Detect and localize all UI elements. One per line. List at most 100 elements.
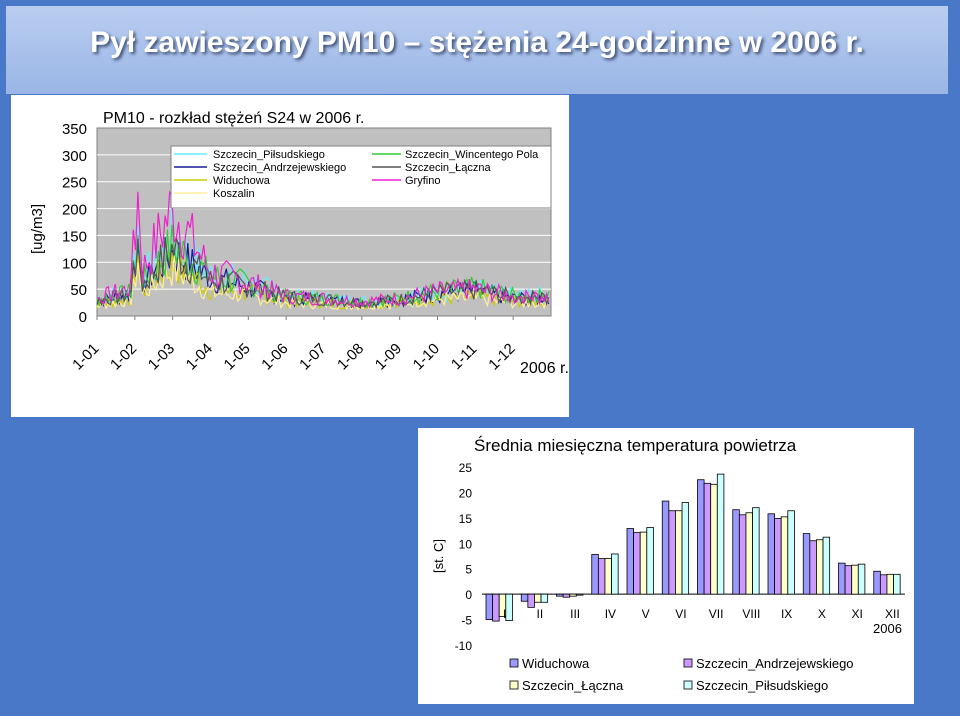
pm10-x-tick-label: 1-03 [145,340,178,373]
temperature-bar [604,558,612,595]
pm10-chart-title: PM10 - rozkład stężeń S24 w 2006 r. [103,110,364,127]
pm10-series-line [96,238,550,310]
temperature-y-tick-label: -5 [461,614,472,628]
temperature-bar [520,593,529,602]
temperature-bar [838,562,846,595]
temperature-bar [886,573,894,595]
temperature-bar [527,593,535,608]
temperature-bar [780,516,789,595]
pm10-y-axis-label: [ug/m3] [29,204,46,254]
banner-title: Pył zawieszony PM10 – stężenia 24-godzin… [90,26,864,59]
temperature-x-tick-label: IV [605,607,616,621]
temperature-legend-label: Szczecin_Andrzejewskiego [696,656,854,671]
pm10-series-line [96,224,550,309]
temperature-bar [816,539,824,595]
temperature-bar [661,500,670,595]
temperature-y-tick-label: 10 [459,537,473,551]
temperature-y-tick-label: 20 [459,486,473,500]
pm10-y-tick-label: 50 [70,282,87,299]
pm10-x-tick-label: 1-11 [448,341,480,373]
temperature-bar [540,593,549,603]
temperature-bar [822,536,831,595]
temperature-bar [591,554,599,595]
pm10-x-tick-label: 1-12 [485,340,518,373]
temperature-x-tick-label: I [503,607,506,621]
temperature-bar [844,565,853,595]
pm10-x-tick-label: 1-02 [107,340,140,373]
temperature-x-tick-label: X [818,607,826,621]
temperature-bar [646,527,654,595]
temperature-bar [851,564,859,595]
temperature-x-tick-label: VI [675,607,686,621]
temperature-y-tick-label: 15 [459,512,473,526]
temperature-bar [802,533,811,595]
pm10-legend [170,145,552,209]
temperature-bar [767,513,775,595]
temperature-bar [893,573,901,595]
pm10-x-tick-label: 1-10 [410,340,443,373]
temperature-x-tick-label: XI [851,607,862,621]
temperature-x-tick-label: IX [781,607,792,621]
temperature-bar [873,570,881,595]
temperature-x-tick-label: XII [885,607,900,621]
temperature-bar [569,593,577,597]
temperature-bar [485,593,493,620]
pm10-legend-label: Szczecin_Piłsudskiego [213,149,325,161]
temperature-bar [611,553,619,595]
temperature-x-tick-label: III [570,607,580,621]
pm10-x-axis-label: 2006 r. [520,360,569,377]
temperature-bar [879,574,888,595]
temperature-bar [626,528,634,595]
banner: Pył zawieszony PM10 – stężenia 24-godzin… [6,6,948,94]
pm10-y-tick-label: 300 [62,148,87,165]
temperature-x-tick-label: II [537,607,544,621]
temperature-chart-title: Średnia miesięczna temperatura powietrza [474,436,797,455]
pm10-x-tick-label: 1-06 [258,340,291,373]
temperature-bar [732,509,740,595]
pm10-y-tick-label: 100 [62,255,87,272]
pm10-y-tick-label: 350 [62,121,87,138]
pm10-x-tick-label: 1-07 [296,340,329,373]
temperature-x-tick-label: V [642,607,650,621]
temperature-bar [575,593,584,596]
temperature-legend-label: Szczecin_Piłsudskiego [696,678,828,693]
temperature-bar [697,479,705,595]
temperature-bar [745,512,753,595]
temperature-legend-label: Widuchowa [522,656,590,671]
pm10-x-tick-label: 1-01 [69,340,102,373]
temperature-legend-swatch [509,680,519,690]
pm10-legend-label: Szczecin_Wincentego Pola [405,149,539,161]
temperature-legend-swatch [683,658,693,668]
pm10-legend-label: Szczecin_Łączna [405,162,491,174]
temperature-bar [492,593,500,622]
temperature-y-tick-label: 0 [465,588,472,602]
pm10-y-tick-label: 200 [62,202,87,219]
temperature-bar [675,510,683,595]
temperature-bar [556,593,564,597]
temperature-legend-label: Szczecin_Łączna [522,678,624,693]
temperature-bar [809,540,817,595]
temperature-bar [710,483,718,595]
temperature-bar [639,531,648,595]
pm10-y-tick-label: 150 [62,228,87,245]
temperature-y-axis-label: [st. C] [431,539,446,573]
temperature-bar [505,593,513,621]
temperature-legend-swatch [509,658,519,668]
pm10-x-tick-label: 1-08 [334,340,367,373]
temperature-bar [668,510,676,595]
temperature-x-tick-label: VII [709,607,724,621]
temperature-bar [716,473,725,595]
pm10-y-tick-label: 250 [62,175,87,192]
temperature-bar [787,510,795,595]
temperature-bar [703,482,712,595]
temperature-bar [857,563,866,595]
pm10-series-line [96,253,550,311]
pm10-legend-label: Szczecin_Andrzejewskiego [213,162,346,174]
temperature-bar [633,532,641,595]
temperature-bar [738,514,747,595]
temperature-y-tick-label: 5 [465,563,472,577]
temperature-bar [562,593,571,598]
temperature-bar [534,593,542,603]
pm10-x-tick-label: 1-05 [221,340,254,373]
